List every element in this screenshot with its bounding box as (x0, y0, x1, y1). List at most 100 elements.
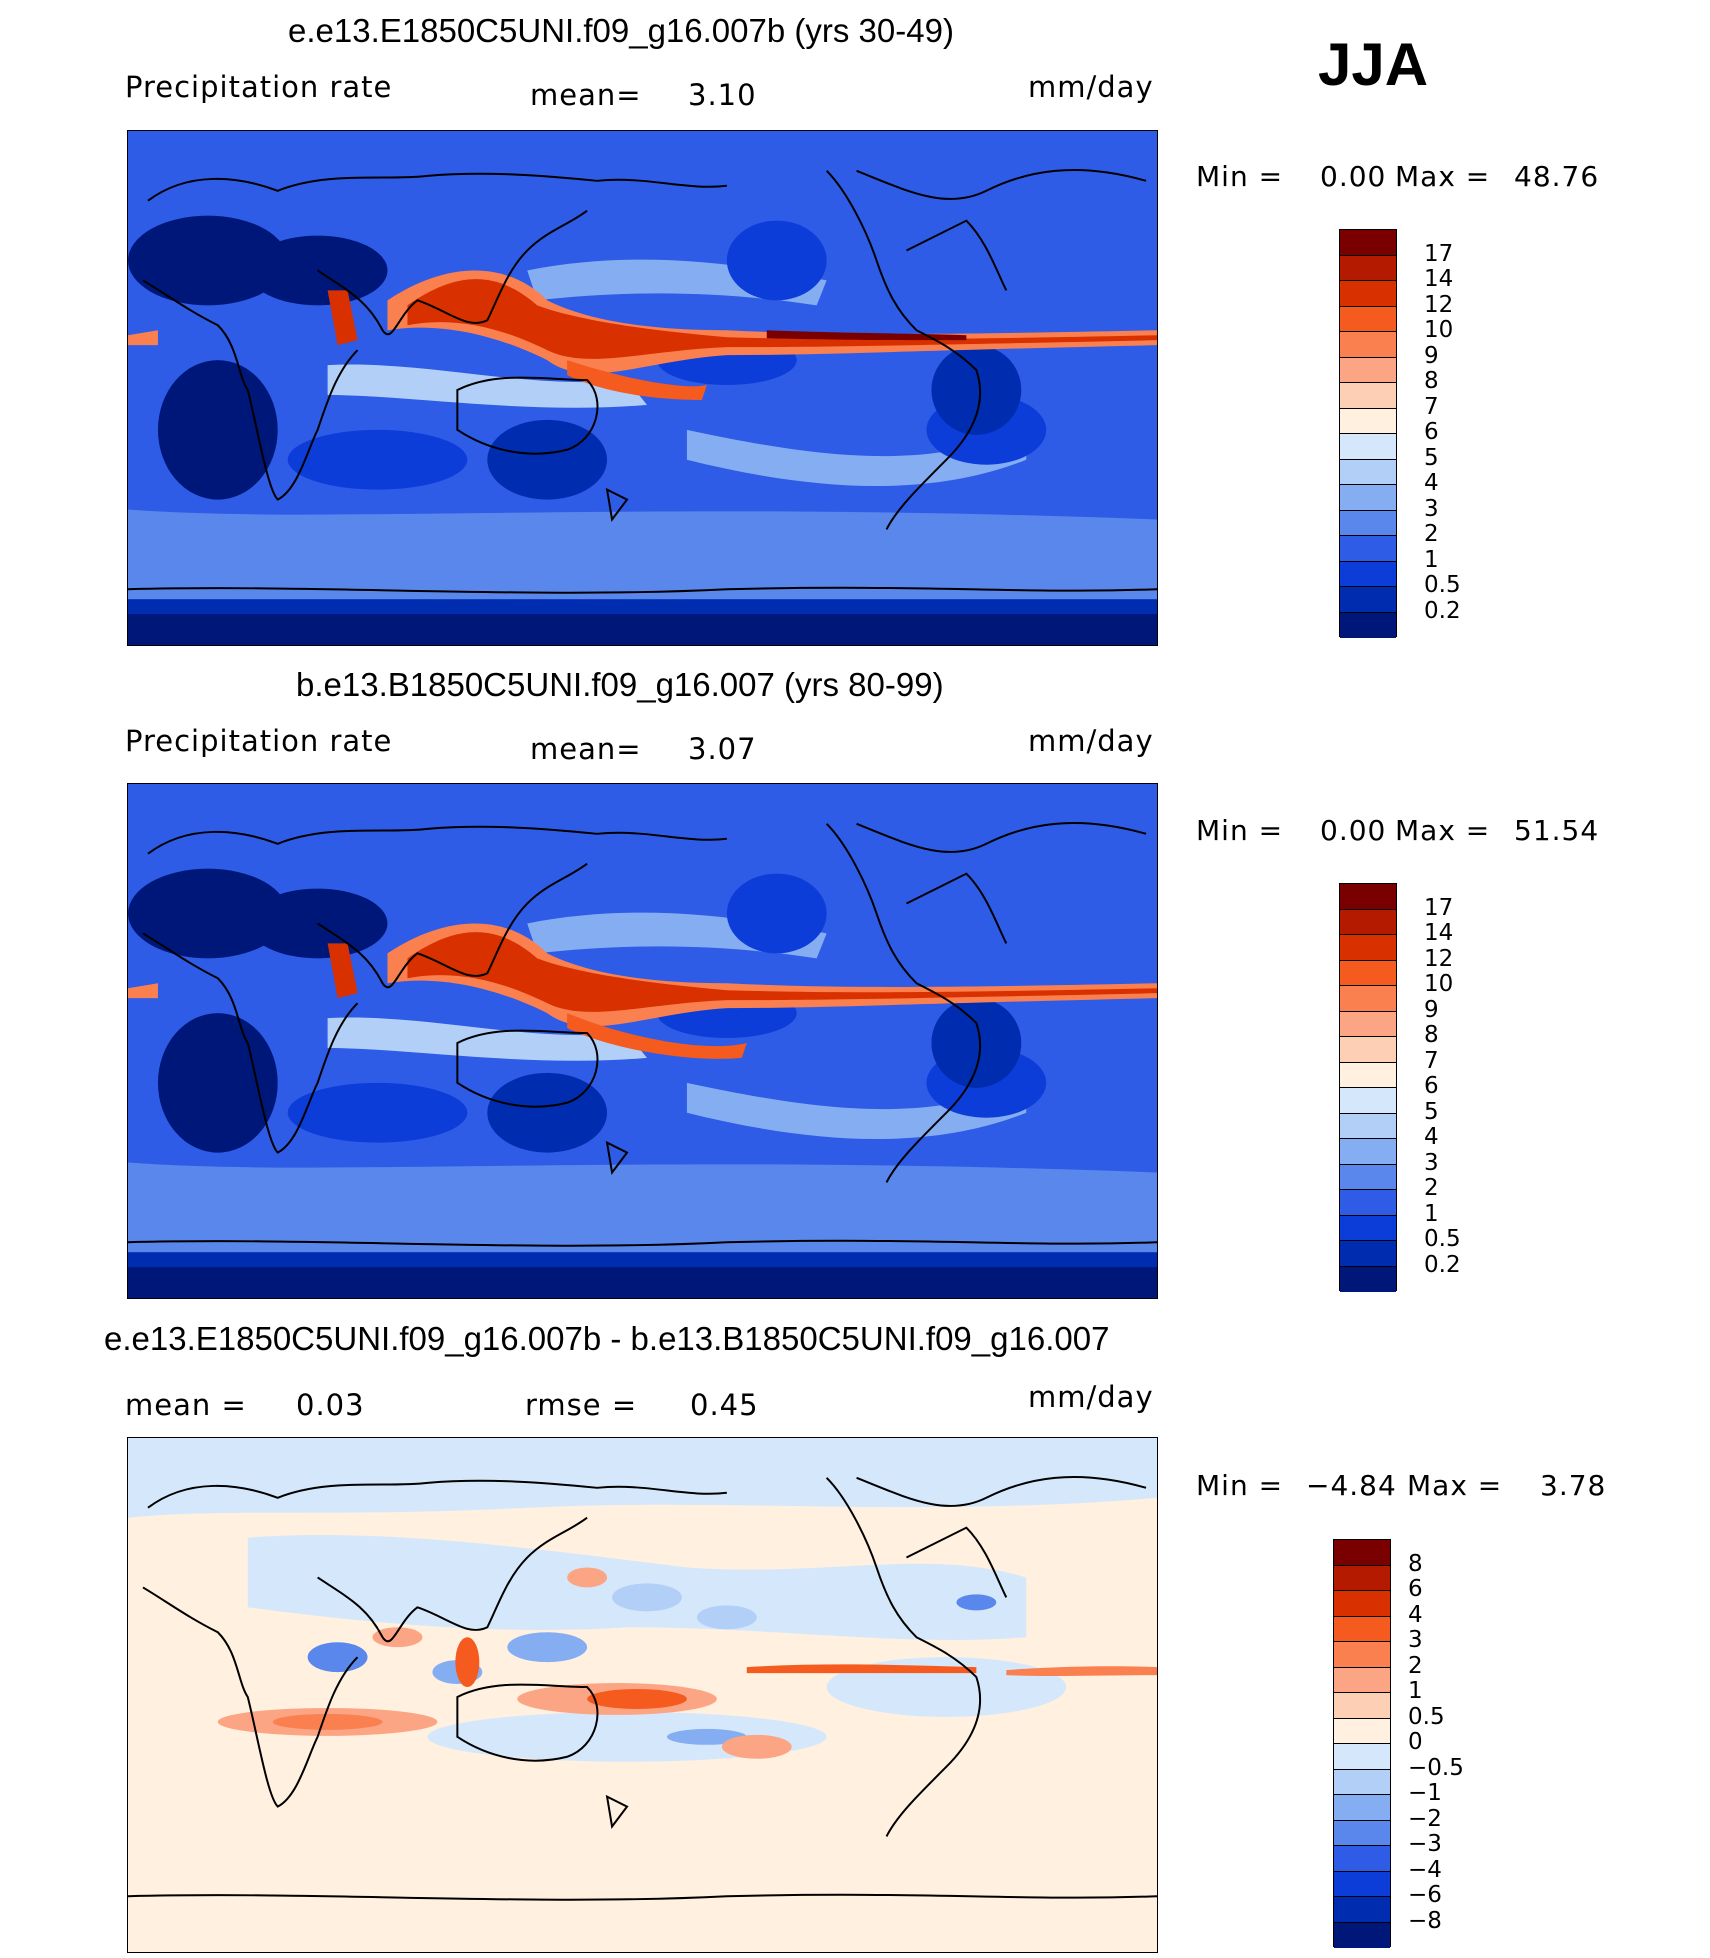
colorbar-swatch (1340, 587, 1396, 613)
colorbar-level-label: 0.5 (1408, 1703, 1445, 1730)
panel-1-mean-value: 3.10 (688, 78, 757, 112)
colorbar-level-label: 0.5 (1424, 1226, 1461, 1252)
colorbar-swatch (1340, 561, 1396, 587)
colorbar-level-label: 14 (1424, 266, 1454, 292)
colorbar-level-label: 17 (1424, 240, 1454, 267)
panel-1-min-value: 0.00 (1320, 160, 1387, 193)
colorbar-level-label: 14 (1424, 920, 1454, 946)
colorbar-level-label: 2 (1424, 1175, 1439, 1201)
colorbar-level-label: −8 (1408, 1907, 1442, 1934)
colorbar-level-label: 3 (1424, 495, 1439, 522)
panel-2-min-label: Min = (1196, 814, 1284, 847)
colorbar-swatch (1334, 1540, 1390, 1566)
colorbar-level-label: −2 (1408, 1805, 1442, 1832)
colorbar-swatch (1334, 1667, 1390, 1693)
colorbar-swatch (1340, 1113, 1396, 1139)
panel-2-variable: Precipitation rate (125, 724, 393, 758)
colorbar-level-label: 7 (1424, 1047, 1439, 1074)
season-label: JJA (1318, 31, 1429, 98)
panel-1-title: e.e13.E1850C5UNI.f09_g16.007b (yrs 30-49… (288, 12, 954, 49)
panel-3-rmse-value: 0.45 (690, 1388, 759, 1422)
colorbar-level-label: 9 (1424, 996, 1439, 1023)
colorbar-level-label: 5 (1424, 1098, 1439, 1125)
colorbar-swatch (1334, 1642, 1390, 1668)
panel-3-map (127, 1437, 1158, 1953)
colorbar-swatch (1340, 408, 1396, 434)
colorbar-swatch (1340, 1241, 1396, 1267)
colorbar-level-label: 2 (1408, 1652, 1423, 1679)
colorbar-swatch (1340, 434, 1396, 460)
colorbar-level-label: 1 (1424, 546, 1439, 573)
colorbar-swatch (1340, 383, 1396, 409)
colorbar-swatch (1340, 1062, 1396, 1088)
colorbar-level-label: 4 (1408, 1601, 1423, 1628)
colorbar-level-label: −1 (1408, 1780, 1442, 1806)
colorbar-swatch (1340, 986, 1396, 1012)
colorbar-swatch (1334, 1744, 1390, 1770)
colorbar-level-label: 0.5 (1424, 572, 1461, 598)
panel-3-min-label: Min = (1196, 1469, 1284, 1502)
colorbar-level-label: 12 (1424, 945, 1454, 972)
panel-2-map (127, 783, 1158, 1299)
panel-2-precip-field (128, 784, 1157, 1298)
colorbar-swatch (1334, 1871, 1390, 1897)
colorbar-swatch (1340, 884, 1396, 910)
panel-3-min-value: −4.84 (1306, 1469, 1397, 1502)
colorbar-level-label: 10 (1424, 317, 1454, 343)
colorbar-level-label: 2 (1424, 521, 1439, 547)
colorbar-swatch (1340, 485, 1396, 511)
colorbar-swatch (1340, 1011, 1396, 1037)
colorbar-level-label: −4 (1408, 1856, 1442, 1883)
colorbar-level-label: −3 (1408, 1831, 1442, 1857)
panel-1-units: mm/day (1028, 70, 1154, 104)
colorbar-level-label: 10 (1424, 971, 1454, 997)
panel-3-mean-label: mean = (125, 1388, 247, 1422)
colorbar-swatch (1334, 1897, 1390, 1923)
colorbar-level-label: 1 (1424, 1200, 1439, 1227)
colorbar-level-label: 6 (1424, 1073, 1439, 1099)
colorbar-level-label: 1 (1408, 1678, 1423, 1704)
colorbar-level-label: 6 (1408, 1576, 1423, 1602)
colorbar-swatch (1340, 909, 1396, 935)
colorbar-swatch (1334, 1591, 1390, 1617)
panel-3-units: mm/day (1028, 1380, 1154, 1414)
panel-2-colorbar (1339, 883, 1397, 1292)
colorbar-level-label: 8 (1408, 1550, 1423, 1577)
panel-2-max-value: 51.54 (1514, 814, 1600, 847)
colorbar-level-label: −6 (1408, 1882, 1442, 1908)
colorbar-level-label: 7 (1424, 393, 1439, 420)
colorbar-level-label: 3 (1424, 1149, 1439, 1176)
colorbar-swatch (1340, 459, 1396, 485)
colorbar-swatch (1334, 1769, 1390, 1795)
colorbar-swatch (1334, 1846, 1390, 1872)
panel-3-colorbar (1333, 1539, 1391, 1948)
panel-3-difference-field (128, 1438, 1157, 1952)
colorbar-swatch (1340, 612, 1396, 638)
colorbar-swatch (1334, 1820, 1390, 1846)
colorbar-swatch (1340, 230, 1396, 256)
colorbar-swatch (1340, 1088, 1396, 1114)
panel-1-mean-label: mean= (530, 78, 642, 112)
colorbar-swatch (1340, 935, 1396, 961)
colorbar-swatch (1340, 281, 1396, 307)
panel-1-variable: Precipitation rate (125, 70, 393, 104)
colorbar-swatch (1334, 1616, 1390, 1642)
panel-3-rmse-label: rmse = (525, 1388, 638, 1422)
panel-2-mean-value: 3.07 (688, 732, 757, 766)
colorbar-level-label: 8 (1424, 1022, 1439, 1048)
panel-2-mean-label: mean= (530, 732, 642, 766)
colorbar-swatch (1334, 1565, 1390, 1591)
colorbar-swatch (1340, 960, 1396, 986)
panel-3-title: e.e13.E1850C5UNI.f09_g16.007b - b.e13.B1… (104, 1320, 1110, 1357)
colorbar-level-label: 3 (1408, 1627, 1423, 1653)
panel-1-precip-field (128, 131, 1157, 645)
panel-1-map (127, 130, 1158, 646)
colorbar-swatch (1340, 306, 1396, 332)
colorbar-swatch (1340, 1215, 1396, 1241)
colorbar-level-label: 0.2 (1424, 597, 1461, 624)
panel-3-max-value: 3.78 (1540, 1469, 1607, 1502)
colorbar-level-label: 0 (1408, 1729, 1423, 1755)
panel-2-min-value: 0.00 (1320, 814, 1387, 847)
colorbar-swatch (1340, 357, 1396, 383)
colorbar-level-label: 5 (1424, 444, 1439, 471)
